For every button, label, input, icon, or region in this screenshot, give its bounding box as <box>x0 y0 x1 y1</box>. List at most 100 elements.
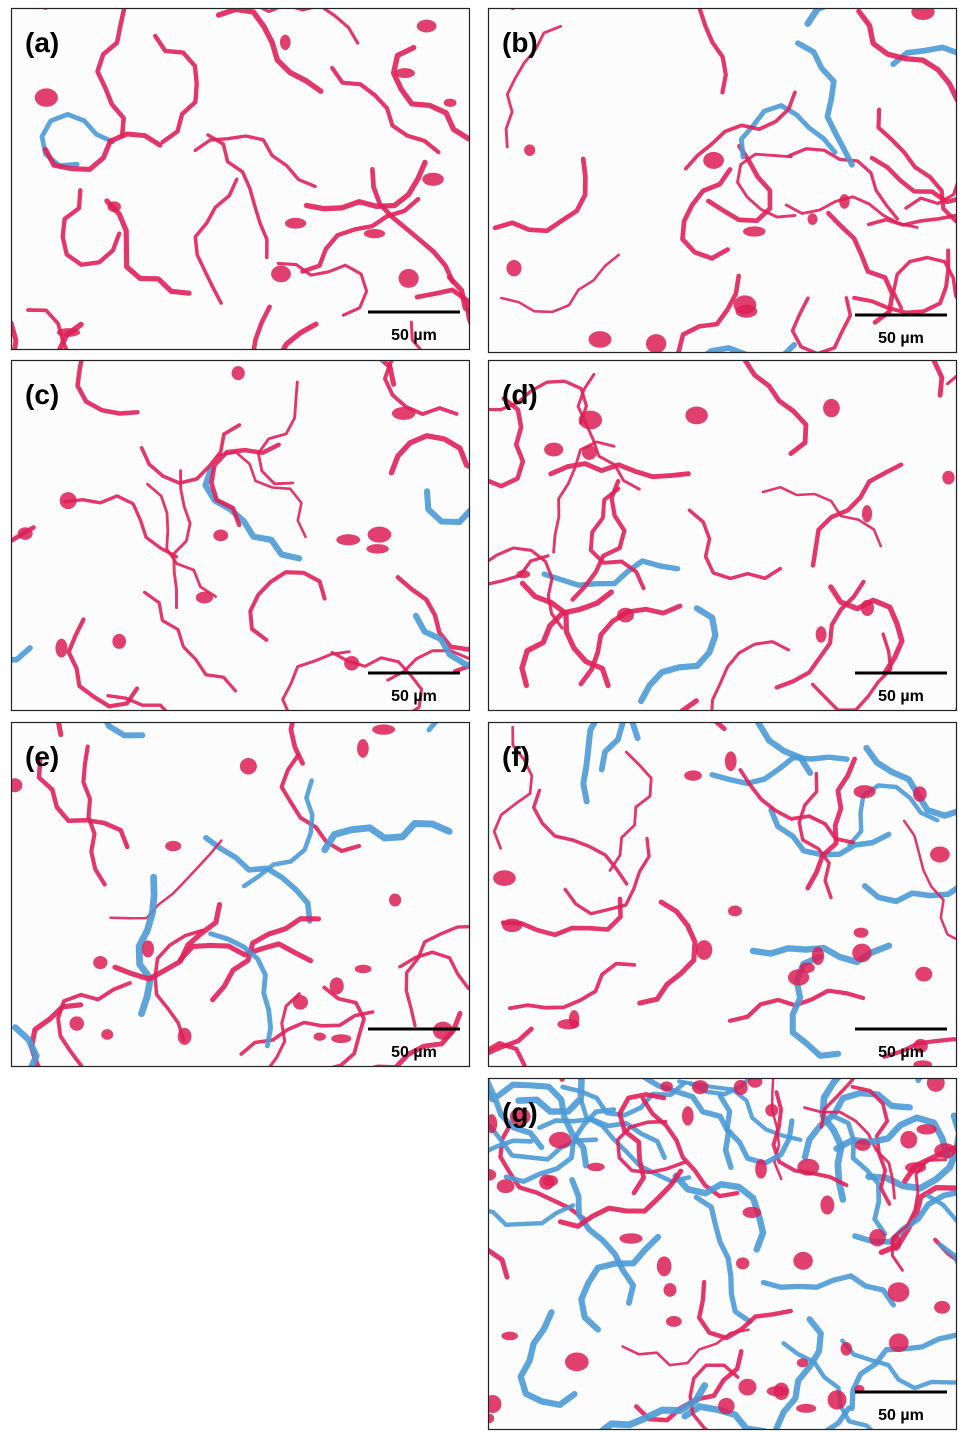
cell <box>812 947 824 965</box>
cell <box>506 260 521 276</box>
cell <box>927 1074 945 1092</box>
cell <box>364 229 385 238</box>
cell <box>755 1159 767 1179</box>
scale-label: 50 µm <box>391 1044 437 1061</box>
cell <box>657 1256 672 1276</box>
cell <box>589 331 612 348</box>
cell <box>888 1282 910 1302</box>
cell <box>930 846 950 862</box>
cell <box>69 1016 84 1030</box>
cell <box>743 1207 762 1218</box>
cell <box>839 194 849 209</box>
panel-label: (e) <box>25 741 59 772</box>
alveolar-wall <box>513 0 612 9</box>
cell <box>240 758 257 774</box>
scale-label: 50 µm <box>878 1407 924 1424</box>
scale-label: 50 µm <box>391 327 437 344</box>
cell <box>196 592 213 604</box>
cell <box>579 411 602 430</box>
panel-label: (d) <box>502 379 538 410</box>
cell <box>55 639 67 658</box>
cell <box>619 1233 642 1243</box>
panel-label: (f) <box>502 741 530 772</box>
cell <box>820 1196 834 1215</box>
cell <box>861 600 874 616</box>
cell <box>502 919 522 932</box>
cell <box>796 1404 816 1413</box>
cell <box>493 870 516 886</box>
panel-label: (b) <box>502 27 538 58</box>
panel-label: (c) <box>25 379 59 410</box>
cell <box>93 956 107 969</box>
cell <box>35 88 58 106</box>
cell <box>549 1132 572 1149</box>
cell <box>417 20 437 33</box>
cell <box>357 739 369 758</box>
cell <box>828 1390 847 1409</box>
cell <box>869 1229 886 1246</box>
panel-bg <box>11 722 470 1067</box>
cell <box>107 201 121 212</box>
scale-label: 50 µm <box>391 688 437 705</box>
cell <box>823 399 840 417</box>
cell <box>736 1257 749 1269</box>
cell <box>399 269 419 288</box>
panel-bg <box>11 8 470 350</box>
cell <box>660 1081 673 1091</box>
cell <box>917 1124 937 1134</box>
cell <box>793 1252 813 1270</box>
cell <box>816 626 827 642</box>
cell <box>344 656 359 671</box>
cell <box>913 786 927 801</box>
panel-label: (g) <box>502 1097 538 1128</box>
cell <box>617 608 634 623</box>
cell <box>543 1175 558 1186</box>
page: (a)50 µm(b)50 µm(c)50 µm(d)50 µm(e)50 µm… <box>0 0 959 1433</box>
cell <box>444 99 457 107</box>
panel-bg <box>488 360 957 711</box>
cell <box>18 527 33 540</box>
cell <box>422 173 444 186</box>
cell <box>330 977 344 994</box>
cell <box>684 770 702 780</box>
cell <box>900 1131 917 1149</box>
cell <box>664 1283 677 1297</box>
cell <box>911 4 934 20</box>
cell <box>852 944 871 963</box>
panel-bg <box>488 722 957 1067</box>
cell <box>392 407 416 420</box>
figure: (a)50 µm(b)50 µm(c)50 µm(d)50 µm(e)50 µm… <box>0 0 959 1433</box>
panel-bg <box>488 1078 957 1430</box>
cell <box>544 443 563 457</box>
cell <box>854 785 876 798</box>
cell <box>484 1395 501 1413</box>
cell <box>232 366 245 380</box>
cell <box>389 893 401 906</box>
cell <box>395 68 415 78</box>
cell <box>685 407 708 425</box>
cell <box>331 1034 351 1043</box>
cell <box>271 265 291 282</box>
cell <box>692 1080 708 1094</box>
cell <box>934 1143 956 1158</box>
cell <box>165 841 181 851</box>
cell <box>280 35 291 50</box>
cell <box>486 1114 497 1133</box>
cell <box>666 1316 682 1327</box>
cell <box>646 334 666 353</box>
cell <box>862 505 872 522</box>
cell <box>587 1163 604 1172</box>
cell <box>582 445 597 460</box>
cell <box>915 967 932 982</box>
cell <box>855 1139 871 1151</box>
cell <box>934 1301 950 1314</box>
cell <box>314 1032 326 1040</box>
cell <box>889 1333 909 1352</box>
cell <box>372 724 395 734</box>
scale-label: 50 µm <box>878 688 924 705</box>
cell <box>355 965 372 974</box>
cell <box>142 940 154 957</box>
cell <box>765 1104 778 1117</box>
cell <box>60 492 77 509</box>
scale-label: 50 µm <box>878 1044 924 1061</box>
